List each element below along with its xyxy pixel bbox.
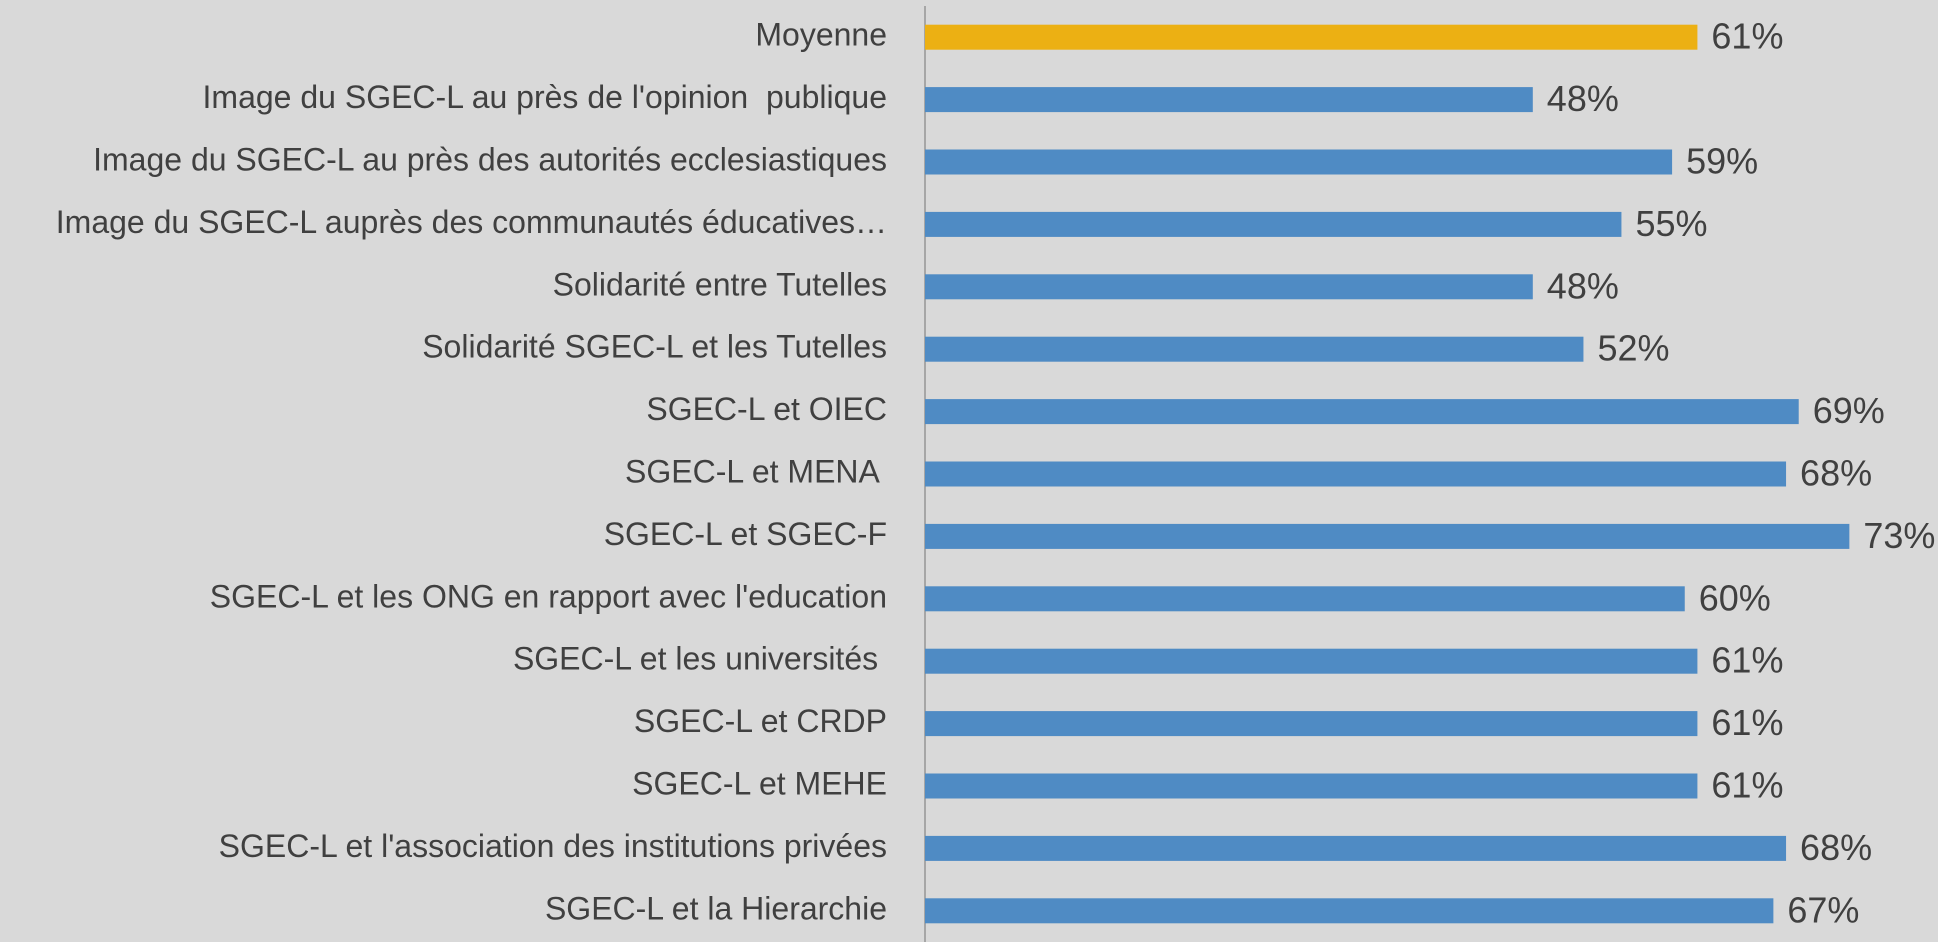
bar bbox=[925, 835, 1787, 861]
category-label: Image du SGEC-L au près des autorités ec… bbox=[93, 141, 887, 177]
bar bbox=[925, 461, 1787, 487]
data-label: 68% bbox=[1800, 827, 1872, 868]
data-label: 61% bbox=[1711, 640, 1783, 681]
data-label: 61% bbox=[1711, 702, 1783, 743]
data-label: 60% bbox=[1699, 577, 1771, 618]
data-label: 48% bbox=[1547, 265, 1619, 306]
bar bbox=[925, 773, 1698, 799]
bar bbox=[925, 648, 1698, 674]
data-label: 55% bbox=[1635, 203, 1707, 244]
category-label: SGEC-L et CRDP bbox=[634, 703, 887, 739]
category-label: SGEC-L et l'association des institutions… bbox=[219, 828, 887, 864]
category-label: SGEC-L et MENA bbox=[625, 453, 887, 489]
category-label: SGEC-L et OIEC bbox=[646, 391, 887, 427]
data-label: 68% bbox=[1800, 453, 1872, 494]
bar bbox=[925, 211, 1622, 237]
data-label: 48% bbox=[1547, 78, 1619, 119]
data-label: 73% bbox=[1863, 515, 1935, 556]
bar bbox=[925, 149, 1673, 175]
bar bbox=[925, 523, 1850, 549]
bar bbox=[925, 336, 1584, 362]
bar bbox=[925, 274, 1533, 300]
category-label: Solidarité SGEC-L et les Tutelles bbox=[422, 329, 887, 365]
bar bbox=[925, 399, 1799, 425]
category-label: SGEC-L et la Hierarchie bbox=[545, 890, 887, 926]
data-label: 61% bbox=[1711, 16, 1783, 57]
category-label: Solidarité entre Tutelles bbox=[553, 266, 887, 302]
category-label: SGEC-L et SGEC-F bbox=[604, 516, 887, 552]
category-label: SGEC-L et MEHE bbox=[632, 765, 887, 801]
category-label: Moyenne bbox=[755, 17, 887, 53]
bar bbox=[925, 711, 1698, 737]
data-label: 59% bbox=[1686, 141, 1758, 182]
data-label: 69% bbox=[1813, 390, 1885, 431]
category-label: SGEC-L et les ONG en rapport avec l'educ… bbox=[210, 578, 887, 614]
category-label: Image du SGEC-L au près de l'opinion pub… bbox=[203, 79, 887, 115]
bar bbox=[925, 586, 1685, 612]
category-label: SGEC-L et les universités bbox=[513, 641, 887, 677]
data-label: 52% bbox=[1597, 328, 1669, 369]
bar bbox=[925, 24, 1698, 50]
data-label: 67% bbox=[1787, 889, 1859, 930]
category-label: Image du SGEC-L auprès des communautés é… bbox=[56, 204, 887, 240]
bar bbox=[925, 898, 1774, 924]
data-label: 61% bbox=[1711, 765, 1783, 806]
bar bbox=[925, 87, 1533, 113]
